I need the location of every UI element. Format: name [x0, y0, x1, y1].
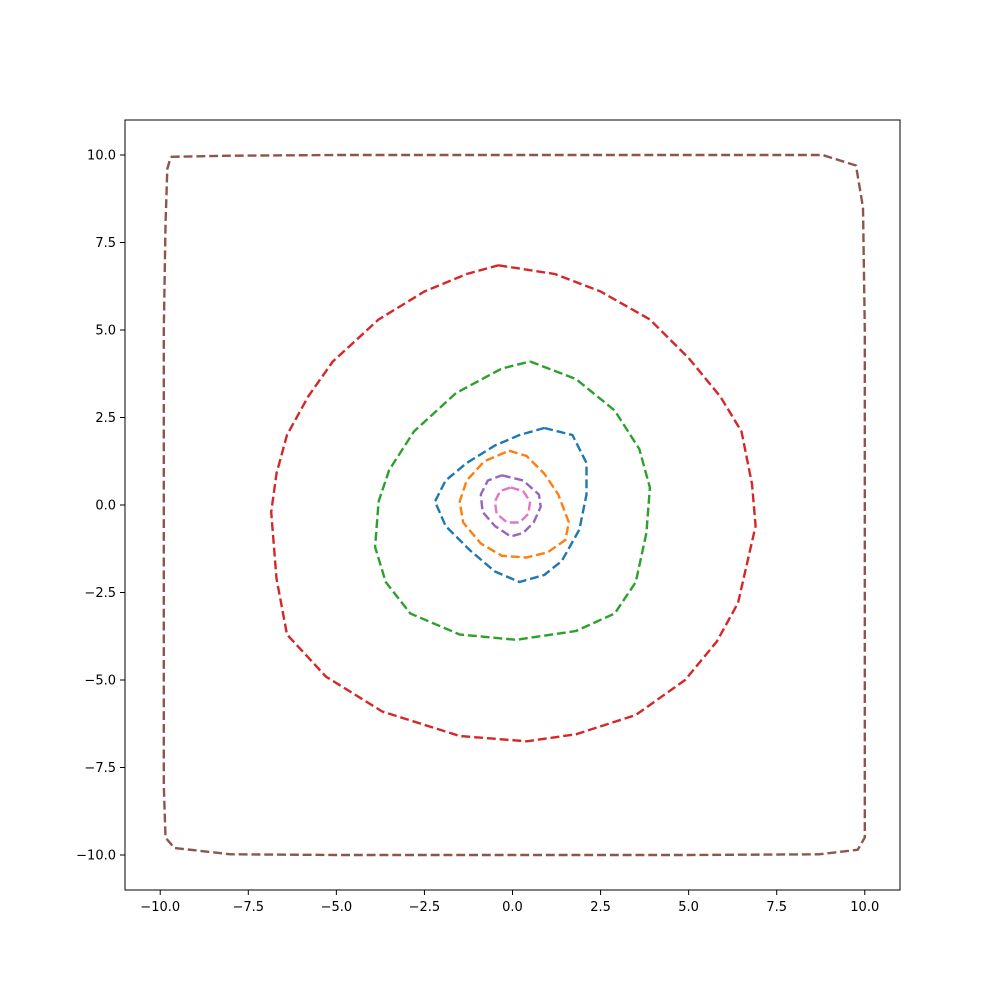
x-tick-label: −10.0 [140, 900, 180, 915]
contour-line-2 [458, 449, 571, 559]
y-tick-label: 10.0 [87, 149, 116, 164]
contour-line-3 [373, 360, 652, 641]
contour-line-5 [479, 474, 542, 538]
y-tick-label: −2.5 [84, 586, 116, 601]
x-tick-label: 0.0 [502, 900, 523, 915]
x-tick-label: 2.5 [590, 900, 611, 915]
y-tick-label: 2.5 [95, 411, 116, 426]
x-tick-label: 5.0 [678, 900, 699, 915]
x-tick-label: −5.0 [321, 900, 353, 915]
x-tick-label: −7.5 [233, 900, 265, 915]
contour-line-1 [433, 426, 588, 584]
plot-frame [124, 119, 901, 891]
x-tick-label: −2.5 [409, 900, 441, 915]
contour-line-6 [162, 153, 866, 857]
x-tick-label: 10.0 [850, 900, 879, 915]
y-tick-label: 5.0 [95, 324, 116, 339]
y-tick-label: −10.0 [76, 849, 116, 864]
y-tick-label: −5.0 [84, 674, 116, 689]
x-tick-label: 7.5 [766, 900, 787, 915]
contour-lines [162, 153, 866, 857]
contour-line-7 [493, 486, 532, 524]
y-tick-label: −7.5 [84, 761, 116, 776]
y-tick-label: 0.0 [95, 499, 116, 514]
x-axis-ticks: −10.0 −7.5 −5.0 −2.5 0.0 2.5 5.0 7.5 10.0 [140, 890, 879, 915]
y-axis-ticks: 10.0 7.5 5.0 2.5 0.0 −2.5 −5.0 −7.5 −10.0 [76, 149, 125, 864]
contour-line-4 [270, 264, 757, 743]
y-tick-label: 7.5 [95, 236, 116, 251]
